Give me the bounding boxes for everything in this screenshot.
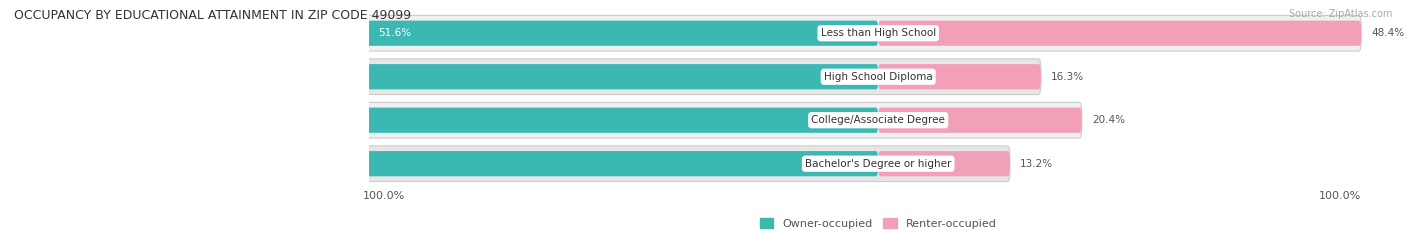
FancyBboxPatch shape xyxy=(363,21,879,46)
FancyBboxPatch shape xyxy=(84,108,879,133)
FancyBboxPatch shape xyxy=(879,151,1010,176)
Text: 86.8%: 86.8% xyxy=(27,159,60,169)
Text: 83.7%: 83.7% xyxy=(58,72,91,82)
Text: 48.4%: 48.4% xyxy=(1371,28,1405,38)
Text: Bachelor's Degree or higher: Bachelor's Degree or higher xyxy=(806,159,952,169)
Text: Source: ZipAtlas.com: Source: ZipAtlas.com xyxy=(1288,9,1392,19)
FancyBboxPatch shape xyxy=(879,64,1040,89)
FancyBboxPatch shape xyxy=(42,59,1040,95)
FancyBboxPatch shape xyxy=(363,15,1361,51)
Text: 13.2%: 13.2% xyxy=(1019,159,1053,169)
Legend: Owner-occupied, Renter-occupied: Owner-occupied, Renter-occupied xyxy=(755,214,1001,233)
Text: College/Associate Degree: College/Associate Degree xyxy=(811,115,945,125)
FancyBboxPatch shape xyxy=(11,151,879,176)
FancyBboxPatch shape xyxy=(879,108,1081,133)
Text: Less than High School: Less than High School xyxy=(821,28,936,38)
FancyBboxPatch shape xyxy=(11,146,1010,182)
Text: OCCUPANCY BY EDUCATIONAL ATTAINMENT IN ZIP CODE 49099: OCCUPANCY BY EDUCATIONAL ATTAINMENT IN Z… xyxy=(14,9,411,22)
Text: 16.3%: 16.3% xyxy=(1050,72,1084,82)
Text: 100.0%: 100.0% xyxy=(363,191,405,201)
Text: 100.0%: 100.0% xyxy=(1319,191,1361,201)
Text: High School Diploma: High School Diploma xyxy=(824,72,932,82)
FancyBboxPatch shape xyxy=(84,102,1081,138)
FancyBboxPatch shape xyxy=(42,64,879,89)
Text: 79.6%: 79.6% xyxy=(98,115,132,125)
Text: 20.4%: 20.4% xyxy=(1092,115,1125,125)
Text: 51.6%: 51.6% xyxy=(378,28,412,38)
FancyBboxPatch shape xyxy=(879,21,1361,46)
